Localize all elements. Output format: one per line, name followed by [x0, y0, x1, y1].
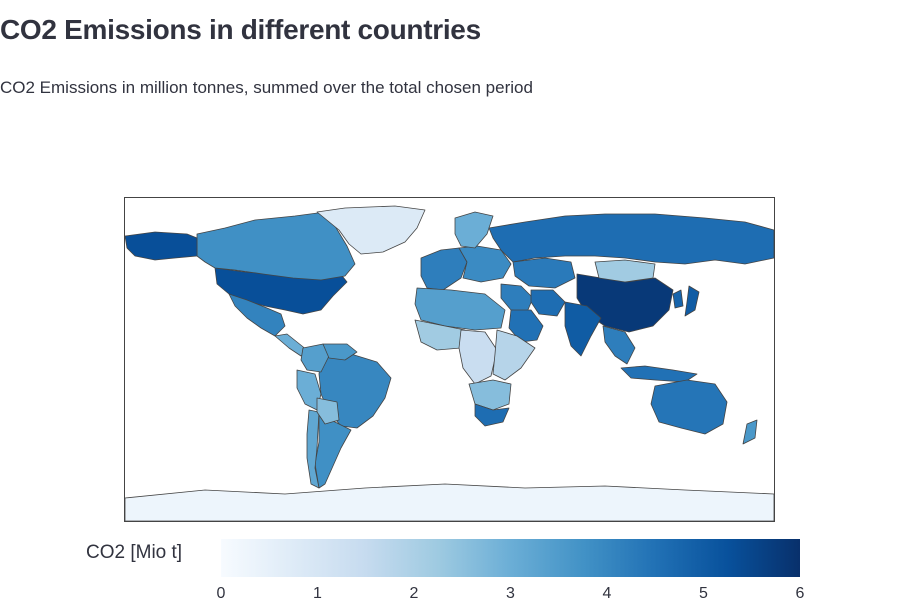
region-north-africa[interactable] [414, 287, 506, 331]
region-middle-east[interactable] [500, 283, 534, 313]
colorbar-tick: 1 [313, 585, 322, 602]
region-east-africa[interactable] [492, 329, 536, 381]
region-southeast-asia[interactable] [602, 325, 636, 365]
world-map[interactable] [124, 197, 775, 522]
colorbar-gradient [221, 539, 800, 577]
region-saudi-arabia[interactable] [508, 309, 544, 343]
region-japan[interactable] [684, 285, 700, 317]
colorbar-tick: 3 [506, 585, 515, 602]
region-canada[interactable] [196, 211, 356, 281]
region-indonesia[interactable] [620, 365, 698, 383]
region-australia[interactable] [650, 379, 728, 435]
region-russia[interactable] [488, 213, 774, 265]
region-mongolia[interactable] [594, 259, 656, 283]
region-western-europe[interactable] [420, 247, 468, 291]
colorbar-tick: 0 [216, 585, 226, 602]
region-alaska-us[interactable] [125, 231, 198, 261]
region-greenland[interactable] [316, 205, 426, 255]
region-new-zealand[interactable] [742, 419, 758, 445]
region-korea[interactable] [672, 289, 684, 309]
region-mexico[interactable] [228, 293, 286, 337]
region-bolivia[interactable] [316, 397, 340, 425]
colorbar-tick: 6 [795, 585, 805, 602]
region-chile[interactable] [306, 409, 320, 489]
chart-title: CO2 Emissions in different countries [0, 14, 481, 45]
region-central-africa[interactable] [458, 329, 498, 385]
colorbar-tick: 4 [602, 585, 612, 602]
region-kazakhstan[interactable] [512, 257, 576, 289]
region-venezuela[interactable] [322, 343, 358, 361]
map-canvas[interactable] [125, 198, 774, 521]
region-scandinavia[interactable] [454, 211, 494, 249]
region-india[interactable] [564, 301, 602, 357]
colorbar-title: CO2 [Mio t] [86, 542, 183, 563]
chart-subtitle: CO2 Emissions in million tonnes, summed … [0, 78, 533, 97]
colorbar-tick: 5 [699, 585, 708, 602]
region-iran[interactable] [530, 289, 566, 317]
region-eastern-europe[interactable] [458, 245, 512, 283]
colorbar-tick: 2 [409, 585, 419, 602]
region-south-africa[interactable] [474, 403, 510, 427]
region-antarctica[interactable] [125, 483, 774, 521]
region-argentina[interactable] [314, 413, 352, 489]
